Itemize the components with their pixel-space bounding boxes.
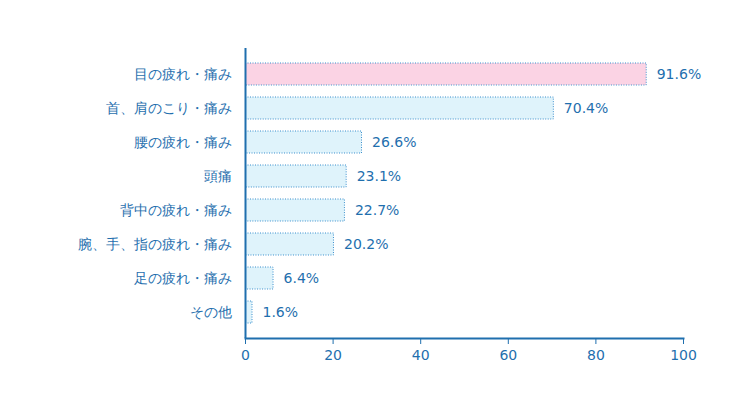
svg-text:6.4%: 6.4% [284, 270, 320, 286]
svg-text:22.7%: 22.7% [355, 202, 399, 218]
svg-text:目の疲れ・痛み: 目の疲れ・痛み [134, 66, 232, 82]
svg-text:背中の疲れ・痛み: 背中の疲れ・痛み [120, 202, 232, 218]
svg-text:26.6%: 26.6% [372, 134, 416, 150]
svg-text:0: 0 [241, 347, 250, 363]
svg-text:100: 100 [670, 347, 697, 363]
svg-text:腕、手、指の疲れ・痛み: 腕、手、指の疲れ・痛み [78, 236, 232, 252]
svg-text:91.6%: 91.6% [657, 66, 701, 82]
svg-text:80: 80 [587, 347, 605, 363]
svg-text:20: 20 [324, 347, 342, 363]
svg-text:40: 40 [412, 347, 430, 363]
svg-text:23.1%: 23.1% [357, 168, 401, 184]
svg-text:1.6%: 1.6% [263, 304, 299, 320]
svg-text:70.4%: 70.4% [564, 100, 608, 116]
svg-text:腰の疲れ・痛み: 腰の疲れ・痛み [134, 134, 232, 150]
svg-text:首、肩のこり・痛み: 首、肩のこり・痛み [106, 100, 232, 116]
svg-text:60: 60 [499, 347, 517, 363]
svg-text:その他: その他 [190, 304, 232, 320]
svg-text:20.2%: 20.2% [344, 236, 388, 252]
svg-text:頭痛: 頭痛 [204, 168, 232, 184]
svg-text:足の疲れ・痛み: 足の疲れ・痛み [134, 270, 232, 286]
